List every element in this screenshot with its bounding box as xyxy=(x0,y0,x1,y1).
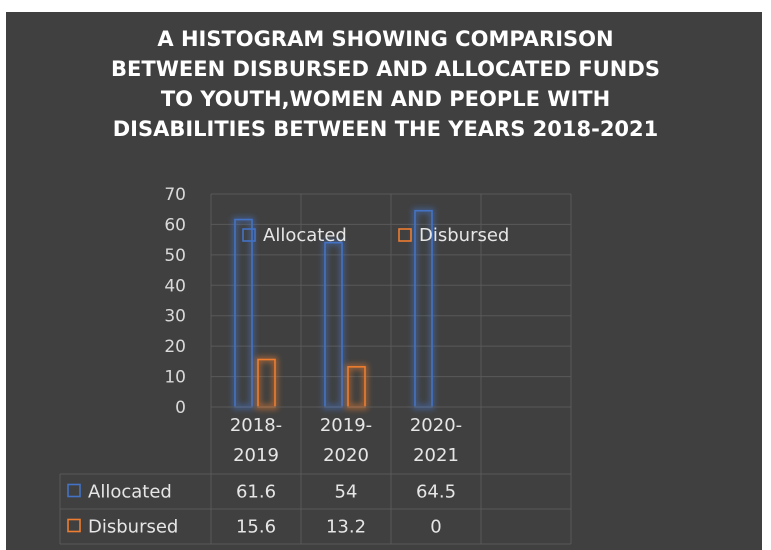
y-tick-label: 10 xyxy=(164,368,186,388)
chart-frame xyxy=(6,12,762,550)
table-value: 13.2 xyxy=(326,517,366,538)
category-label: 2019- xyxy=(320,415,372,436)
y-tick-label: 30 xyxy=(164,307,186,327)
table-key-allocated xyxy=(67,483,81,498)
table-row-label: Allocated xyxy=(88,482,172,503)
y-tick-label: 70 xyxy=(164,185,186,205)
table-value: 54 xyxy=(335,482,358,503)
bar-glow-allocated xyxy=(232,217,255,410)
y-tick-label: 20 xyxy=(164,337,186,357)
title-line-2: BETWEEN DISBURSED AND ALLOCATED FUNDS xyxy=(111,57,660,81)
bar-glow-disbursed xyxy=(255,357,278,410)
category-label: 2018- xyxy=(230,415,282,436)
y-tick-label: 50 xyxy=(164,246,186,266)
title-line-4: DISABILITIES BETWEEN THE YEARS 2018-2021 xyxy=(112,117,659,141)
bar-glow-disbursed xyxy=(345,364,368,410)
legend-label-allocated: Allocated xyxy=(263,225,347,246)
table-row-label: Disbursed xyxy=(88,517,178,538)
y-tick-label: 40 xyxy=(164,276,186,296)
category-label: 2020 xyxy=(323,445,369,466)
table-value: 64.5 xyxy=(416,482,456,503)
data-table: 2018- 2019 2019- 2020 2020- 2021 Allocated 61.6… xyxy=(59,406,572,545)
bar-allocated xyxy=(234,218,253,408)
table-value: 0 xyxy=(430,517,441,538)
title-line-1: A HISTOGRAM SHOWING COMPARISON xyxy=(157,27,614,51)
legend-key-disbursed xyxy=(398,228,412,242)
legend-label-disbursed: Disbursed xyxy=(419,225,509,246)
bar-glow-allocated xyxy=(322,240,345,410)
y-tick-label: 0 xyxy=(175,398,186,418)
table-key-disbursed xyxy=(67,518,81,533)
bar-disbursed xyxy=(347,366,366,408)
table-value: 15.6 xyxy=(236,517,276,538)
table-value: 61.6 xyxy=(236,482,276,503)
y-tick-label: 60 xyxy=(164,215,186,235)
bar-allocated xyxy=(324,241,343,408)
legend-key-allocated xyxy=(242,228,256,242)
y-axis: 0 10 20 30 40 50 60 70 xyxy=(164,185,186,418)
category-label: 2020- xyxy=(410,415,462,436)
bar-disbursed xyxy=(257,358,276,408)
category-label: 2021 xyxy=(413,445,459,466)
category-label: 2019 xyxy=(233,445,279,466)
gridlines xyxy=(210,193,572,408)
chart-title: A HISTOGRAM SHOWING COMPARISON BETWEEN D… xyxy=(0,24,771,144)
title-line-3: TO YOUTH,WOMEN AND PEOPLE WITH xyxy=(160,87,611,111)
legend: Allocated Disbursed xyxy=(242,225,509,246)
